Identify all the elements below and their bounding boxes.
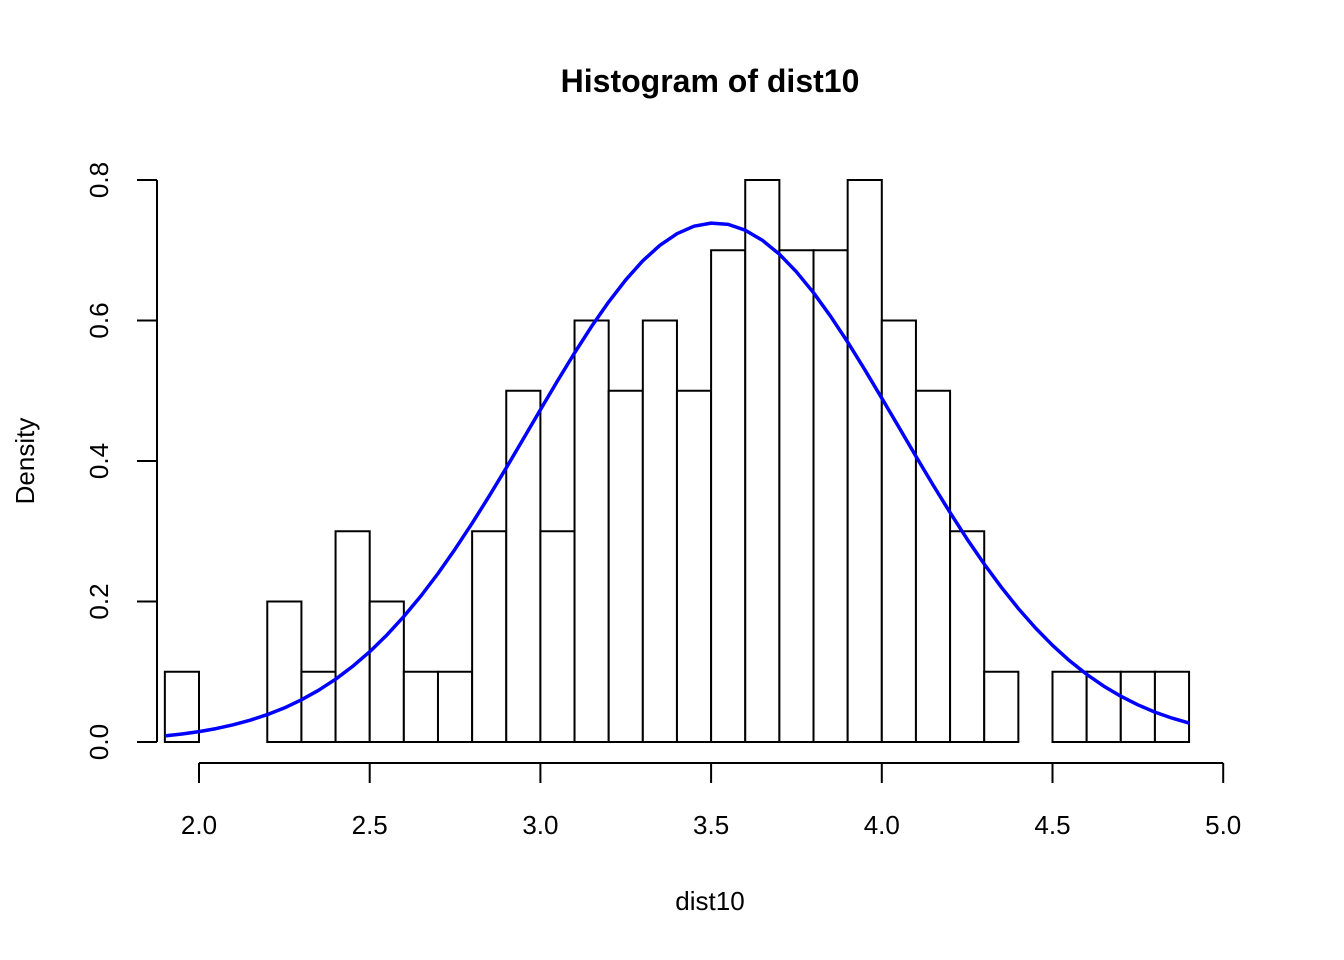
histogram-bar (607, 389, 644, 743)
histogram-bar (880, 319, 917, 743)
histogram-bar (778, 249, 815, 743)
histogram-bar (812, 249, 849, 743)
y-tick-label: 0.8 (84, 162, 114, 198)
histogram-bar (1051, 670, 1088, 743)
histogram-bar (334, 530, 371, 743)
y-tick-label: 0.0 (84, 724, 114, 760)
x-tick-label: 5.0 (1205, 810, 1241, 840)
histogram-bar (710, 249, 747, 743)
histogram-bar (949, 530, 986, 743)
histogram-bar (471, 530, 508, 743)
y-axis-label: Density (10, 418, 40, 505)
y-tick-label: 0.6 (84, 302, 114, 338)
histogram-bars (163, 179, 1191, 743)
x-tick-label: 2.5 (352, 810, 388, 840)
histogram-bar (505, 389, 542, 743)
histogram-bar (1153, 670, 1191, 743)
y-axis: 0.0 0.2 0.4 0.6 0.8 (84, 162, 158, 760)
x-tick-label: 3.5 (693, 810, 729, 840)
x-tick-label: 2.0 (181, 810, 217, 840)
histogram-bar (675, 389, 713, 743)
x-tick-label: 4.0 (864, 810, 900, 840)
histogram-bar (573, 319, 610, 743)
x-tick-label: 3.0 (522, 810, 558, 840)
histogram-bar (846, 179, 883, 743)
y-tick-label: 0.4 (84, 443, 114, 479)
histogram-bar (1119, 670, 1156, 743)
histogram-bar (266, 600, 303, 743)
x-axis: 2.0 2.5 3.0 3.5 4.0 4.5 5.0 (181, 762, 1241, 840)
histogram-bar (914, 389, 952, 743)
histogram-bar (744, 179, 781, 743)
histogram-bar (1085, 670, 1122, 743)
histogram-bar (983, 670, 1020, 743)
histogram-bar (436, 670, 474, 743)
x-axis-label: dist10 (675, 886, 744, 916)
x-tick-label: 4.5 (1034, 810, 1070, 840)
histogram-bar (641, 319, 678, 743)
histogram-bar (402, 670, 439, 743)
chart-title: Histogram of dist10 (561, 63, 860, 99)
y-tick-label: 0.2 (84, 583, 114, 619)
histogram-bar (163, 670, 200, 743)
histogram-bar (539, 530, 576, 743)
density-curve (164, 221, 1190, 738)
